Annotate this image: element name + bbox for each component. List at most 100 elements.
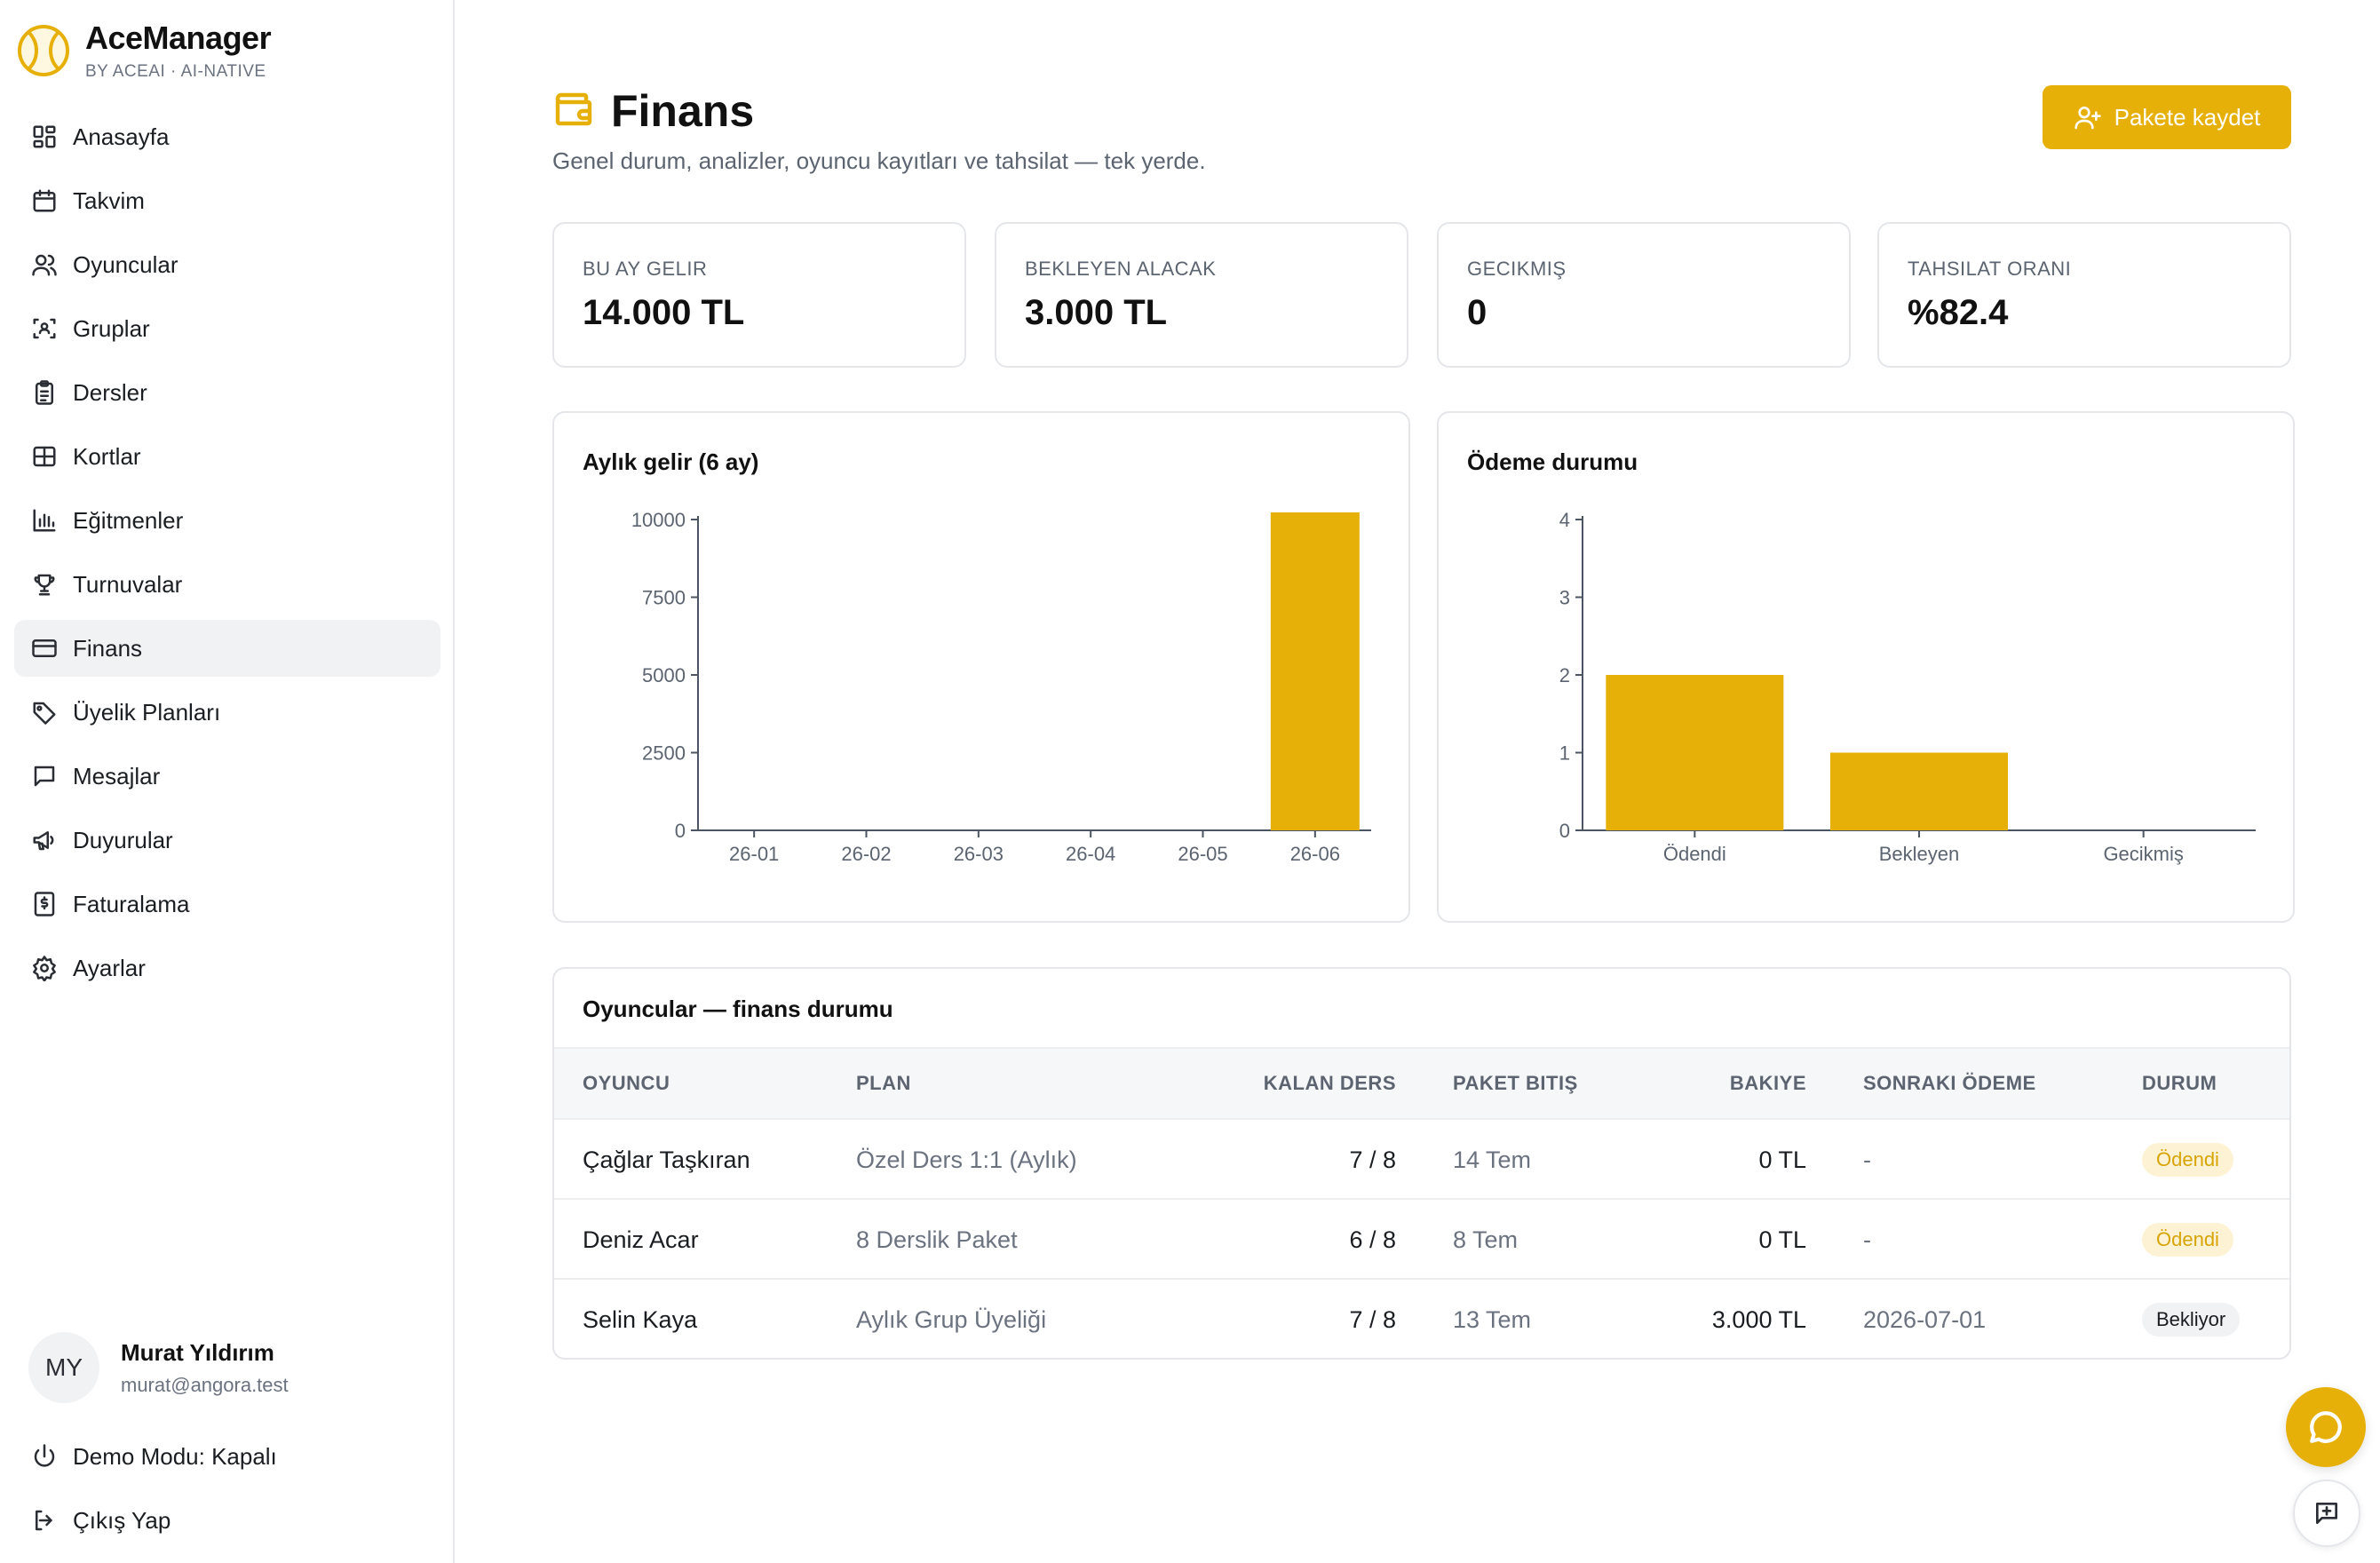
sidebar-item-kortlar[interactable]: Kortlar — [14, 428, 440, 485]
court-grid-icon — [30, 442, 59, 471]
avatar: MY — [28, 1332, 99, 1403]
sidebar-item-label: Ayarlar — [73, 954, 146, 981]
register-package-button[interactable]: Pakete kaydet — [2043, 85, 2291, 149]
sidebar-item-uyelik-planlari[interactable]: Üyelik Planları — [14, 684, 440, 741]
y-tick-label: 1 — [1559, 742, 1570, 765]
balance: 0 TL — [1758, 1226, 1806, 1253]
brand-subtitle: BY ACEAI · AI-NATIVE — [85, 62, 266, 81]
clipboard-icon — [30, 378, 59, 407]
sidebar-item-finans[interactable]: Finans — [14, 620, 440, 677]
package-end: 14 Tem — [1453, 1146, 1532, 1173]
status-badge: Bekliyor — [2142, 1303, 2241, 1337]
stat-label: GECIKMIŞ — [1467, 258, 1567, 280]
table-row[interactable]: Selin Kaya Aylık Grup Üyeliği 7 / 8 13 T… — [554, 1278, 2289, 1358]
payment-status-chart: 0 1 2 3 4 Ödendi Bekleyen Gecikmiş — [1559, 509, 2256, 865]
sidebar: AceManager BY ACEAI · AI-NATIVE Anasayfa… — [0, 0, 455, 1563]
sidebar-item-anasayfa[interactable]: Anasayfa — [14, 108, 440, 165]
sidebar-item-label: Anasayfa — [73, 123, 170, 150]
bar-chart-icon — [30, 506, 59, 535]
balance: 0 TL — [1758, 1146, 1806, 1173]
next-payment: - — [1863, 1226, 1871, 1253]
bar[interactable] — [1270, 512, 1360, 830]
column-header[interactable]: OYUNCU — [583, 1072, 670, 1094]
table-row[interactable]: Çağlar Taşkıran Özel Ders 1:1 (Aylık) 7 … — [554, 1118, 2289, 1198]
remaining-lessons: 7 / 8 — [1349, 1306, 1396, 1333]
monthly-income-chart: 0 2500 5000 7500 10000 26-01 26-02 26-03 26-04 26… — [631, 509, 1371, 865]
package-end: 13 Tem — [1453, 1306, 1532, 1333]
next-payment: 2026-07-01 — [1863, 1306, 1987, 1333]
card-icon — [30, 634, 59, 662]
y-tick-label: 0 — [675, 820, 686, 842]
wallet-icon — [552, 88, 595, 135]
x-tick-label: 26-01 — [729, 843, 779, 865]
x-tick-label: Ödendi — [1663, 843, 1726, 865]
sidebar-item-label: Oyuncular — [73, 250, 178, 278]
player-name[interactable]: Selin Kaya — [583, 1306, 698, 1333]
sidebar-item-label: Duyurular — [73, 826, 173, 853]
grid-icon — [30, 123, 59, 151]
package-end: 8 Tem — [1453, 1226, 1519, 1253]
sidebar-item-duyurular[interactable]: Duyurular — [14, 812, 440, 869]
stat-card-collection-rate: TAHSILAT ORANI %82.4 — [1877, 222, 2291, 368]
table-row[interactable]: Deniz Acar 8 Derslik Paket 6 / 8 8 Tem 0… — [554, 1198, 2289, 1278]
sidebar-item-label: Gruplar — [73, 314, 150, 342]
y-tick-label: 0 — [1559, 820, 1570, 842]
x-tick-label: 26-06 — [1290, 843, 1340, 865]
status-badge: Ödendi — [2142, 1223, 2233, 1257]
x-tick-label: 26-05 — [1178, 843, 1227, 865]
feedback-button[interactable] — [2293, 1480, 2360, 1547]
sidebar-item-label: Faturalama — [73, 890, 190, 917]
stat-card-overdue: GECIKMIŞ 0 — [1437, 222, 1851, 368]
sidebar-item-label: Finans — [73, 634, 143, 662]
gear-icon — [30, 954, 59, 982]
demo-mode-toggle[interactable]: Demo Modu: Kapalı — [14, 1428, 440, 1485]
column-header[interactable]: PLAN — [856, 1072, 911, 1094]
sidebar-item-egitmenler[interactable]: Eğitmenler — [14, 492, 440, 549]
sidebar-item-label: Turnuvalar — [73, 570, 183, 598]
y-tick-label: 5000 — [642, 664, 686, 686]
power-icon — [30, 1442, 59, 1471]
table-title: Oyuncular — finans durumu — [583, 996, 893, 1022]
column-header[interactable]: DURUM — [2142, 1072, 2217, 1094]
players-finance-table: Oyuncular — finans durumu OYUNCU PLAN KA… — [552, 967, 2291, 1360]
demo-mode-label: Demo Modu: Kapalı — [73, 1442, 277, 1470]
sidebar-item-mesajlar[interactable]: Mesajlar — [14, 748, 440, 805]
balance: 3.000 TL — [1711, 1306, 1806, 1333]
brand-name: AceManager — [85, 20, 272, 56]
stat-label: TAHSILAT ORANI — [1908, 258, 2072, 280]
remaining-lessons: 7 / 8 — [1349, 1146, 1396, 1173]
chat-assistant-button[interactable] — [2286, 1387, 2366, 1467]
sidebar-item-gruplar[interactable]: Gruplar — [14, 300, 440, 357]
brand[interactable]: AceManager BY ACEAI · AI-NATIVE — [16, 20, 272, 82]
sidebar-bottom-nav: Demo Modu: Kapalı Çıkış Yap — [14, 1428, 440, 1556]
sidebar-item-ayarlar[interactable]: Ayarlar — [14, 940, 440, 996]
column-header[interactable]: SONRAKI ÖDEME — [1863, 1072, 2036, 1094]
column-header[interactable]: BAKIYE — [1729, 1072, 1806, 1094]
chart-title: Ödeme durumu — [1467, 448, 1638, 475]
column-header[interactable]: KALAN DERS — [1263, 1072, 1396, 1094]
y-tick-label: 3 — [1559, 587, 1570, 609]
user-card[interactable]: MY Murat Yıldırım murat@angora.test — [28, 1332, 289, 1403]
logout-button[interactable]: Çıkış Yap — [14, 1492, 440, 1549]
player-name[interactable]: Deniz Acar — [583, 1226, 699, 1253]
player-name[interactable]: Çağlar Taşkıran — [583, 1146, 750, 1173]
column-header[interactable]: PAKET BITIŞ — [1453, 1072, 1578, 1094]
y-tick-label: 2500 — [642, 742, 686, 765]
sidebar-item-turnuvalar[interactable]: Turnuvalar — [14, 556, 440, 613]
sidebar-item-label: Dersler — [73, 378, 147, 406]
sidebar-item-dersler[interactable]: Dersler — [14, 364, 440, 421]
sidebar-item-oyuncular[interactable]: Oyuncular — [14, 236, 440, 293]
y-tick-label: 4 — [1559, 509, 1570, 531]
bar[interactable] — [1830, 752, 2008, 831]
x-tick-label: 26-02 — [841, 843, 891, 865]
page-header: Finans — [552, 85, 754, 137]
user-plus-icon — [2074, 107, 2101, 130]
stat-value: 14.000 TL — [583, 293, 745, 332]
sidebar-item-faturalama[interactable]: Faturalama — [14, 876, 440, 932]
users-icon — [30, 250, 59, 279]
stat-value: 0 — [1467, 293, 1488, 332]
status-badge: Ödendi — [2142, 1143, 2233, 1177]
bar[interactable] — [1606, 675, 1784, 830]
sidebar-item-takvim[interactable]: Takvim — [14, 172, 440, 229]
sidebar-item-label: Kortlar — [73, 442, 141, 470]
